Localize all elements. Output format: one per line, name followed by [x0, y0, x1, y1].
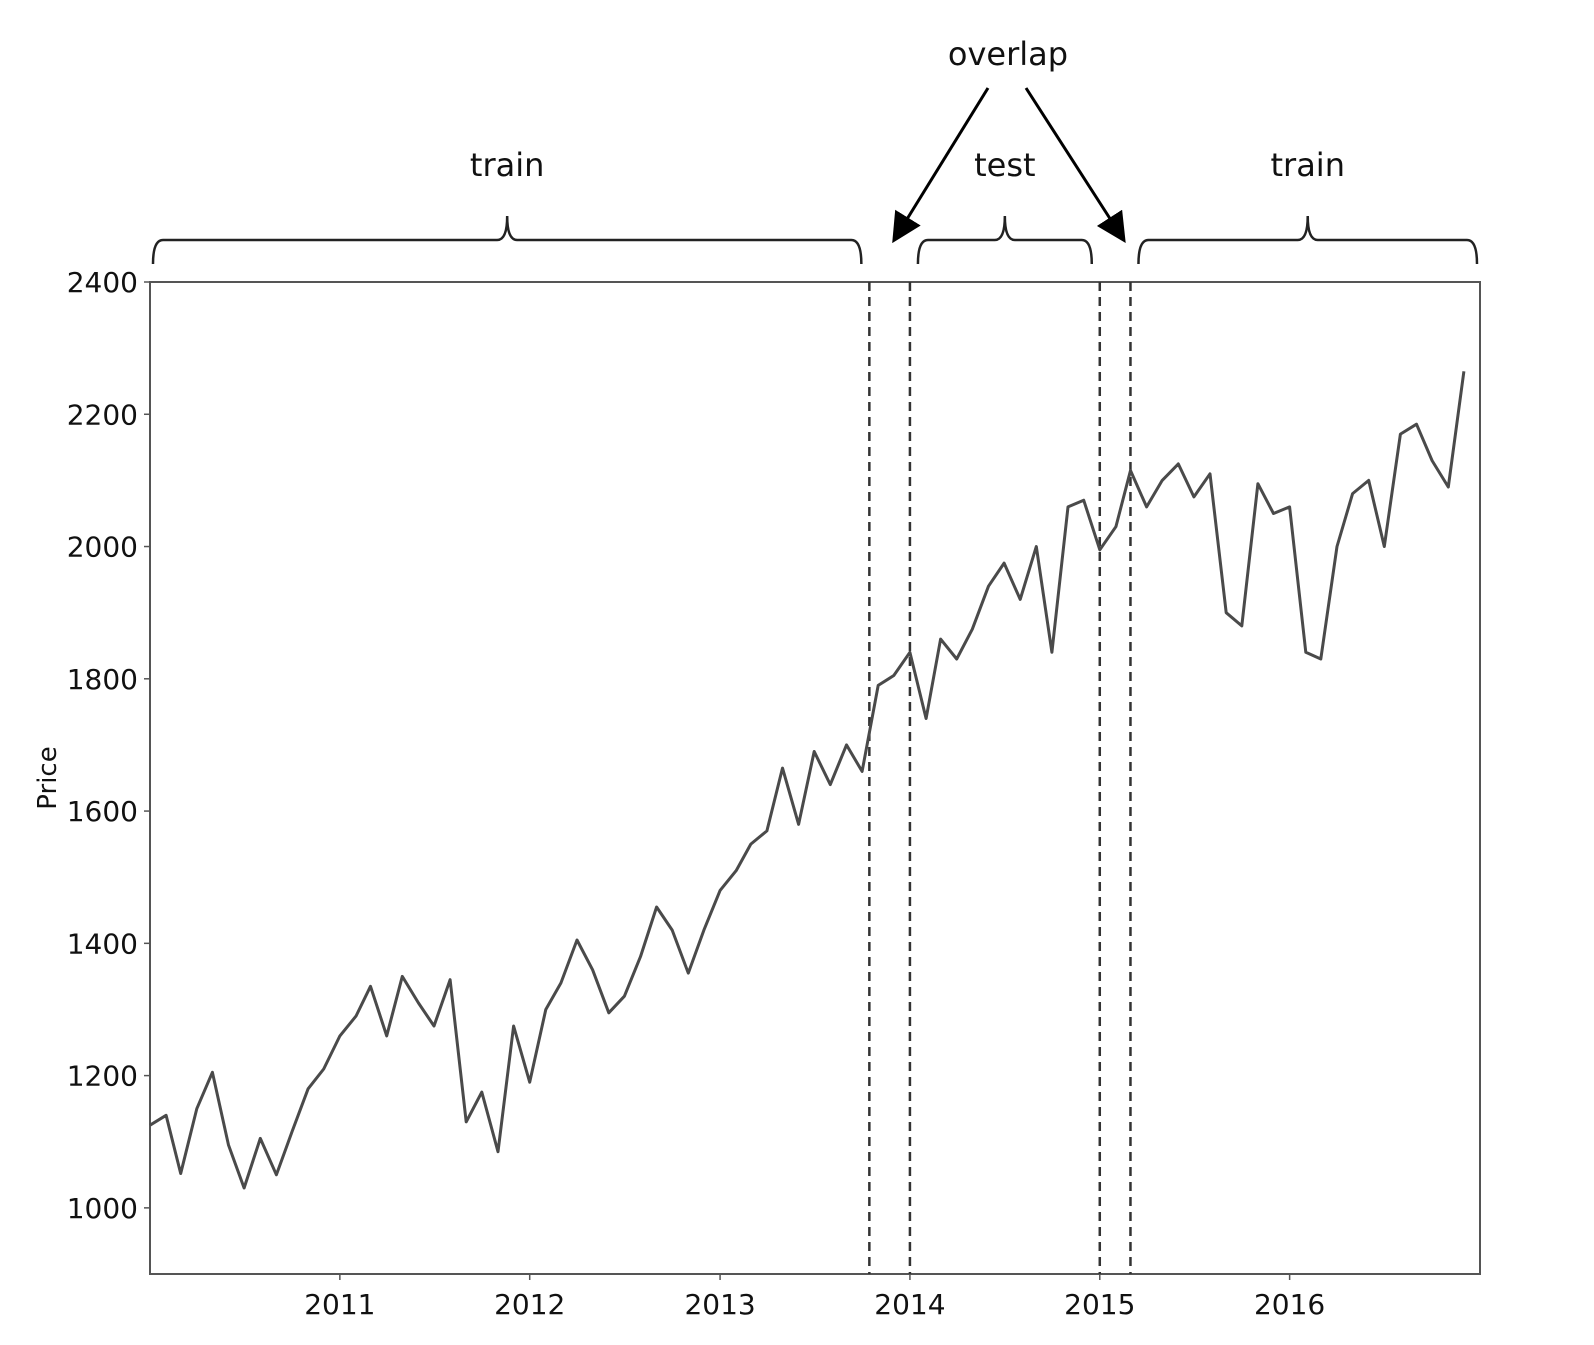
y-tick-label: 2400	[67, 266, 138, 299]
overlap-arrow	[892, 87, 990, 244]
y-tick-label: 1200	[67, 1060, 138, 1093]
series-line	[149, 371, 1466, 1190]
y-tick-label: 1600	[67, 795, 138, 828]
y-axis: 1000 1200 1400 1600 1800 2000 2200 2400	[67, 266, 150, 1225]
overlap-callout: overlap	[892, 35, 1126, 244]
x-tick-label: 2012	[494, 1288, 565, 1321]
curly-bracket	[1137, 215, 1479, 265]
overlap-arrow	[1024, 87, 1126, 244]
x-axis: 2011 2012 2013 2014 2015 2016	[304, 1274, 1325, 1321]
vlines-layer	[868, 282, 1132, 1274]
plot-frame	[149, 281, 1481, 1275]
y-tick-label: 1400	[67, 927, 138, 960]
bracket-label: train	[1270, 146, 1344, 184]
x-tick-label: 2013	[684, 1288, 755, 1321]
series-layer	[149, 371, 1466, 1190]
y-tick-label: 1800	[67, 663, 138, 696]
x-tick-label: 2016	[1254, 1288, 1325, 1321]
y-tick-label: 2000	[67, 531, 138, 564]
y-tick-label: 2200	[67, 398, 138, 431]
curly-bracket	[916, 215, 1094, 265]
x-tick-label: 2011	[304, 1288, 375, 1321]
x-tick-label: 2015	[1064, 1288, 1135, 1321]
bracket-label: test	[974, 146, 1035, 184]
annotation-brackets: train test train	[151, 146, 1479, 265]
curly-bracket	[151, 215, 863, 265]
y-axis-label: Price	[33, 746, 63, 809]
y-tick-label: 1000	[67, 1192, 138, 1225]
overlap-label: overlap	[948, 35, 1068, 73]
x-tick-label: 2014	[874, 1288, 945, 1321]
bracket-label: train	[470, 146, 544, 184]
